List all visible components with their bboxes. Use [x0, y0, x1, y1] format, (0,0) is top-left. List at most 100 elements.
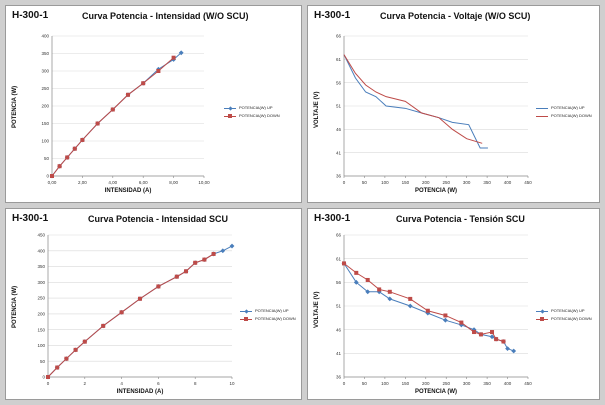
y-tick-label: 66	[336, 34, 342, 39]
y-tick-label: 36	[336, 174, 342, 179]
y-tick-label: 200	[41, 104, 49, 109]
y-tick-label: 56	[336, 280, 342, 285]
series-up-point	[376, 289, 382, 295]
x-tick-label: 6,00	[139, 180, 148, 185]
series-up-point	[353, 279, 359, 285]
series-down-point	[138, 296, 142, 301]
y-tick-label: 350	[37, 264, 45, 269]
y-tick-label: 100	[41, 139, 49, 144]
y-tick-label: 46	[336, 127, 342, 132]
x-tick-label: 450	[524, 381, 532, 386]
series-down-point	[377, 287, 382, 292]
series-down-point	[80, 137, 85, 142]
series-up-point	[407, 303, 413, 309]
series-down-point	[408, 296, 413, 301]
series-down-point	[490, 330, 495, 335]
series-up-point	[505, 346, 510, 351]
x-tick-label: 50	[362, 180, 368, 185]
x-tick-label: 400	[504, 180, 512, 185]
x-tick-label: 150	[402, 180, 410, 185]
y-tick-label: 250	[37, 296, 45, 301]
x-tick-label: 350	[483, 180, 491, 185]
legend-label: POTENCIA(W) DOWN	[239, 113, 280, 118]
y-tick-label: 400	[41, 34, 49, 39]
y-tick-label: 300	[41, 69, 49, 74]
x-tick-label: 0,00	[48, 180, 57, 185]
x-tick-label: 350	[483, 381, 491, 386]
y-tick-label: 300	[37, 280, 45, 285]
plot-svg: 36 41 46 51 56 61 66 0 50 100 150 200 250 300 350 400 45…	[336, 233, 532, 386]
y-tick-label: 46	[336, 327, 342, 332]
y-axis-label: VOLTAJE (V)	[314, 291, 320, 328]
x-axis-label: INTENSIDAD (A)	[116, 389, 164, 395]
x-tick-label: 4	[120, 381, 123, 386]
x-tick-label: 400	[504, 381, 512, 386]
x-tick-label: 300	[463, 381, 471, 386]
x-tick-label: 150	[402, 381, 410, 386]
series-down-point	[156, 69, 161, 73]
series-down-point	[82, 339, 87, 344]
x-tick-label: 8	[194, 381, 197, 386]
series-up-line	[343, 54, 488, 149]
chart-title: Curva Potencia - Tensión SCU	[396, 214, 525, 224]
plot-svg: 0 50 100 150 200 250 300 350 400 0,00 2,00 4,00 6,00…	[41, 34, 210, 185]
series-down-point	[110, 107, 115, 112]
panel-label: H-300-1	[314, 213, 351, 224]
series-up-point	[387, 296, 393, 302]
y-axis-label: VOLTAJE (V)	[314, 91, 320, 128]
legend-label: POTENCIA(W) UP	[239, 105, 273, 110]
legend-label: POTENCIA(W) UP	[255, 308, 289, 313]
series-up-point	[178, 50, 184, 56]
legend-marker-swatch	[243, 308, 249, 314]
legend-marker-swatch	[227, 105, 233, 111]
x-tick-label: 200	[422, 381, 430, 386]
y-tick-label: 41	[336, 150, 342, 155]
series-down-point	[141, 81, 146, 86]
series-down-point	[184, 269, 188, 274]
x-tick-label: 200	[422, 180, 430, 185]
series-down-point	[459, 320, 464, 325]
y-tick-label: 0	[42, 375, 45, 380]
y-tick-label: 150	[37, 327, 45, 332]
chart-panel: H-300-1 Curva Potencia - Intensidad (W/O …	[5, 5, 302, 203]
x-tick-label: 0	[343, 381, 346, 386]
x-tick-label: 10	[229, 381, 235, 386]
series-down-point	[126, 92, 130, 97]
x-axis-label: POTENCIA (W)	[414, 188, 458, 194]
x-tick-label: 6	[157, 381, 160, 386]
y-tick-label: 51	[336, 304, 342, 309]
x-tick-label: 100	[381, 381, 389, 386]
y-tick-label: 61	[336, 256, 342, 261]
x-tick-label: 50	[362, 381, 368, 386]
y-tick-label: 450	[37, 233, 45, 238]
chart-panel: H-300-1 Curva Potencia - Intensidad SCU 0 5…	[5, 208, 302, 400]
x-tick-label: 250	[442, 180, 450, 185]
series-up-point	[443, 317, 448, 323]
series-down-point	[57, 164, 62, 169]
chart-title: Curva Potencia - Intensidad (W/O SCU)	[82, 11, 249, 21]
series-down-point	[50, 174, 54, 178]
y-tick-label: 150	[41, 121, 49, 126]
y-tick-label: 200	[37, 311, 45, 316]
y-tick-label: 50	[44, 156, 50, 161]
y-tick-label: 50	[40, 359, 46, 364]
series-down-point	[73, 347, 78, 352]
legend-line-swatch	[536, 107, 548, 109]
chart-title: Curva Potencia - Voltaje (W/O SCU)	[380, 11, 531, 21]
series-up-point	[489, 334, 495, 340]
y-tick-label: 350	[41, 51, 49, 56]
y-tick-label: 61	[336, 57, 342, 62]
series-down-point	[365, 277, 370, 282]
legend-marker-swatch	[244, 317, 248, 321]
x-tick-label: 10,00	[198, 180, 210, 185]
series-down-point	[478, 332, 483, 337]
y-tick-label: 56	[336, 80, 342, 85]
series-down-point	[354, 270, 359, 275]
series-down-point	[119, 310, 124, 315]
legend-label: POTENCIA(W) UP	[551, 105, 585, 110]
series-down-point	[95, 121, 100, 126]
y-tick-label: 250	[41, 86, 49, 91]
series-up-line	[343, 263, 514, 352]
panel-label: H-300-1	[12, 10, 49, 21]
